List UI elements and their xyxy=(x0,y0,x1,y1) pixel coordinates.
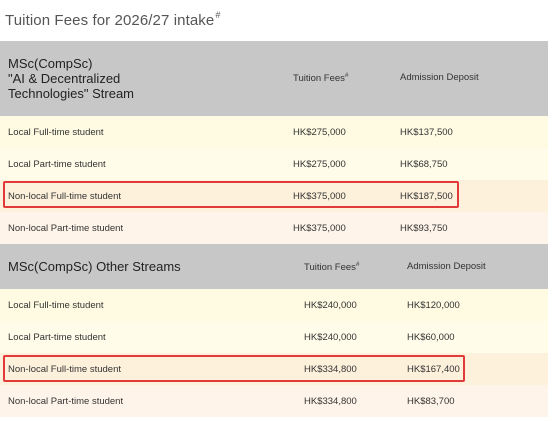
page-title: Tuition Fees for 2026/27 intake# xyxy=(5,10,220,29)
title-footnote-mark: # xyxy=(215,10,221,20)
tuition-fee: HK$240,000 xyxy=(304,300,357,311)
student-type: Non-local Part-time student xyxy=(8,396,124,407)
student-type: Local Full-time student xyxy=(8,300,104,311)
admission-deposit: HK$68,750 xyxy=(400,159,448,170)
section-2-stream-title: MSc(CompSc) Other Streams xyxy=(8,259,181,274)
student-type: Local Part-time student xyxy=(8,159,106,170)
tuition-fee: HK$275,000 xyxy=(293,127,346,138)
admission-deposit: HK$83,700 xyxy=(407,396,455,407)
tuition-fee: HK$334,800 xyxy=(304,396,357,407)
stream-title-line: Technologies" Stream xyxy=(8,86,135,101)
student-type: Local Part-time student xyxy=(8,332,106,343)
table-row: Non-local Part-time student HK$375,000 H… xyxy=(0,212,548,244)
tuition-fee: HK$375,000 xyxy=(293,223,346,234)
table-row: Non-local Part-time student HK$334,800 H… xyxy=(0,385,548,417)
tuition-fee: HK$375,000 xyxy=(293,191,346,202)
student-type: Local Full-time student xyxy=(8,127,104,138)
column-header-tuition: Tuition Fees# xyxy=(293,72,349,84)
tuition-fee: HK$240,000 xyxy=(304,332,357,343)
admission-deposit: HK$93,750 xyxy=(400,223,448,234)
tuition-footnote-mark: # xyxy=(355,261,360,268)
section-1-header: MSc(CompSc) "AI & Decentralized Technolo… xyxy=(0,41,548,116)
tuition-footnote-mark: # xyxy=(344,72,349,79)
column-header-deposit: Admission Deposit xyxy=(407,261,486,272)
tuition-fee: HK$334,800 xyxy=(304,364,357,375)
student-type: Non-local Full-time student xyxy=(8,364,121,375)
stream-title-line: MSc(CompSc) xyxy=(8,56,93,71)
admission-deposit: HK$120,000 xyxy=(407,300,460,311)
page-title-text: Tuition Fees for 2026/27 intake xyxy=(5,12,215,29)
column-header-tuition: Tuition Fees# xyxy=(304,261,360,273)
admission-deposit: HK$137,500 xyxy=(400,127,453,138)
admission-deposit: HK$187,500 xyxy=(400,191,453,202)
table-row-highlighted: Non-local Full-time student HK$375,000 H… xyxy=(0,180,548,212)
table-row: Local Part-time student HK$275,000 HK$68… xyxy=(0,148,548,180)
table-row: Local Full-time student HK$275,000 HK$13… xyxy=(0,116,548,148)
table-row-highlighted: Non-local Full-time student HK$334,800 H… xyxy=(0,353,548,385)
student-type: Non-local Full-time student xyxy=(8,191,121,202)
table-row: Local Part-time student HK$240,000 HK$60… xyxy=(0,321,548,353)
column-header-deposit: Admission Deposit xyxy=(400,72,479,83)
admission-deposit: HK$167,400 xyxy=(407,364,460,375)
column-header-tuition-label: Tuition Fees xyxy=(304,262,356,273)
column-header-tuition-label: Tuition Fees xyxy=(293,73,345,84)
admission-deposit: HK$60,000 xyxy=(407,332,455,343)
section-1-stream-title: MSc(CompSc) "AI & Decentralized Technolo… xyxy=(8,56,134,101)
tuition-fee: HK$275,000 xyxy=(293,159,346,170)
student-type: Non-local Part-time student xyxy=(8,223,124,234)
stream-title-line: "AI & Decentralized xyxy=(8,71,121,86)
table-row: Local Full-time student HK$240,000 HK$12… xyxy=(0,289,548,321)
section-2-header: MSc(CompSc) Other Streams Tuition Fees# … xyxy=(0,244,548,289)
